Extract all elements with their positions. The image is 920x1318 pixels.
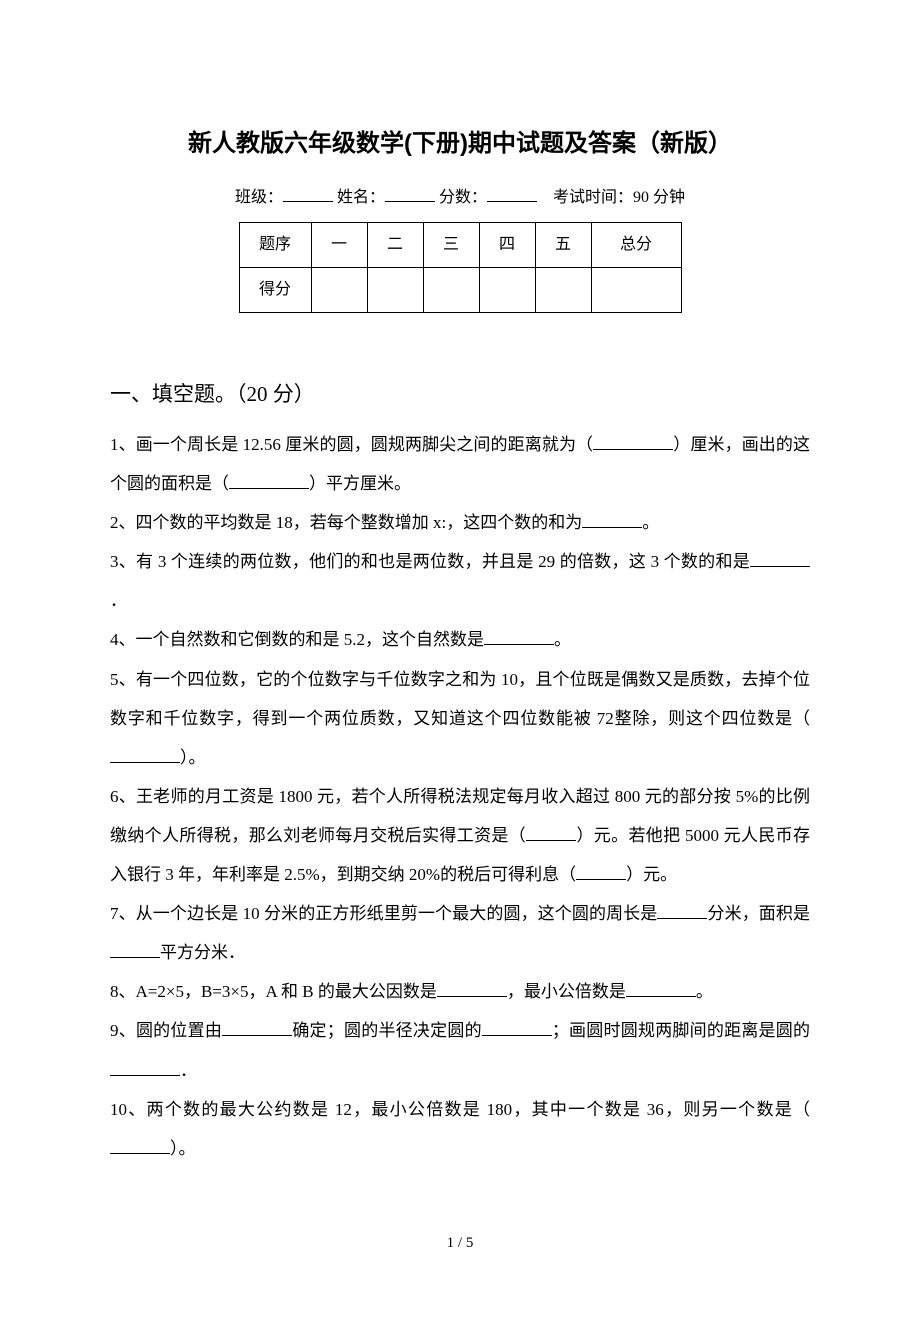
answer-blank bbox=[576, 863, 626, 880]
question-5: 5、有一个四位数，它的个位数字与千位数字之和为 10，且个位既是偶数又是质数，去… bbox=[110, 660, 810, 777]
question-text: 1、画一个周长是 12.56 厘米的圆，圆规两脚尖之间的距离就为（ bbox=[110, 435, 593, 454]
answer-blank bbox=[437, 980, 507, 997]
question-text: 分米，面积是 bbox=[707, 904, 810, 923]
table-row: 得分 bbox=[239, 268, 681, 313]
question-text: 。 bbox=[642, 513, 659, 532]
answer-blank bbox=[484, 628, 554, 645]
question-text: 10、两个数的最大公约数是 12，最小公倍数是 180，其中一个数是 36，则另… bbox=[110, 1100, 810, 1119]
table-cell bbox=[591, 268, 681, 313]
answer-blank bbox=[657, 902, 707, 919]
answer-blank bbox=[482, 1019, 552, 1036]
question-text: ，最小公倍数是 bbox=[507, 982, 626, 1001]
answer-blank bbox=[110, 1137, 170, 1154]
table-row: 题序 一 二 三 四 五 总分 bbox=[239, 223, 681, 268]
score-blank bbox=[487, 186, 537, 202]
question-3: 3、有 3 个连续的两位数，他们的和也是两位数，并且是 29 的倍数，这 3 个… bbox=[110, 542, 810, 620]
table-cell: 三 bbox=[423, 223, 479, 268]
question-text: ）元。 bbox=[626, 865, 677, 884]
score-table: 题序 一 二 三 四 五 总分 得分 bbox=[239, 222, 682, 313]
question-text: ）。 bbox=[180, 748, 206, 767]
question-text: ）。 bbox=[170, 1139, 196, 1158]
table-cell bbox=[367, 268, 423, 313]
question-text: 8、A=2×5，B=3×5，A 和 B 的最大公因数是 bbox=[110, 982, 437, 1001]
question-text: 确定；圆的半径决定圆的 bbox=[292, 1021, 482, 1040]
question-text: 。 bbox=[554, 630, 571, 649]
question-10: 10、两个数的最大公约数是 12，最小公倍数是 180，其中一个数是 36，则另… bbox=[110, 1090, 810, 1168]
question-text: 7、从一个边长是 10 分米的正方形纸里剪一个最大的圆，这个圆的周长是 bbox=[110, 904, 657, 923]
answer-blank bbox=[110, 1059, 180, 1076]
question-text: 3、有 3 个连续的两位数，他们的和也是两位数，并且是 29 的倍数，这 3 个… bbox=[110, 552, 750, 571]
table-cell: 五 bbox=[535, 223, 591, 268]
answer-blank bbox=[626, 980, 696, 997]
question-4: 4、一个自然数和它倒数的和是 5.2，这个自然数是 。 bbox=[110, 620, 810, 659]
table-cell: 题序 bbox=[239, 223, 311, 268]
question-8: 8、A=2×5，B=3×5，A 和 B 的最大公因数是 ，最小公倍数是 。 bbox=[110, 972, 810, 1011]
class-label: 班级： bbox=[235, 189, 283, 206]
question-text: 4、一个自然数和它倒数的和是 5.2，这个自然数是 bbox=[110, 630, 484, 649]
page-number: 1 / 5 bbox=[110, 1228, 810, 1258]
answer-blank bbox=[110, 941, 160, 958]
page-title: 新人教版六年级数学(下册)期中试题及答案（新版） bbox=[110, 120, 810, 168]
question-9: 9、圆的位置由 确定；圆的半径决定圆的 ；画圆时圆规两脚间的距离是圆的 ． bbox=[110, 1011, 810, 1089]
question-text: 平方分米． bbox=[160, 943, 245, 962]
answer-blank bbox=[526, 824, 576, 841]
answer-blank bbox=[229, 472, 309, 489]
question-text: 5、有一个四位数，它的个位数字与千位数字之和为 10，且个位既是偶数又是质数，去… bbox=[110, 670, 810, 728]
table-cell bbox=[479, 268, 535, 313]
question-7: 7、从一个边长是 10 分米的正方形纸里剪一个最大的圆，这个圆的周长是 分米，面积… bbox=[110, 894, 810, 972]
question-1: 1、画一个周长是 12.56 厘米的圆，圆规两脚尖之间的距离就为（）厘米，画出的… bbox=[110, 425, 810, 503]
question-text: 2、四个数的平均数是 18，若每个整数增加 x:，这四个数的和为 bbox=[110, 513, 582, 532]
answer-blank bbox=[593, 433, 673, 450]
question-2: 2、四个数的平均数是 18，若每个整数增加 x:，这四个数的和为 。 bbox=[110, 503, 810, 542]
table-cell: 得分 bbox=[239, 268, 311, 313]
section-heading: 一、填空题。（20 分） bbox=[110, 373, 810, 415]
question-text: 。 bbox=[696, 982, 713, 1001]
table-cell bbox=[311, 268, 367, 313]
exam-time-label: 考试时间：90 分钟 bbox=[553, 189, 685, 206]
question-text: ；画圆时圆规两脚间的距离是圆的 bbox=[552, 1021, 810, 1040]
score-label: 分数： bbox=[439, 189, 487, 206]
table-cell bbox=[423, 268, 479, 313]
answer-blank bbox=[582, 511, 642, 528]
answer-blank bbox=[222, 1019, 292, 1036]
table-cell bbox=[535, 268, 591, 313]
answer-blank bbox=[750, 550, 810, 567]
table-cell: 总分 bbox=[591, 223, 681, 268]
question-text: ． bbox=[110, 591, 127, 610]
question-text: 9、圆的位置由 bbox=[110, 1021, 222, 1040]
table-cell: 一 bbox=[311, 223, 367, 268]
name-blank bbox=[385, 186, 435, 202]
answer-blank bbox=[110, 746, 180, 763]
question-text: ）平方厘米。 bbox=[309, 474, 411, 493]
exam-header-line: 班级： 姓名： 分数： 考试时间：90 分钟 bbox=[110, 182, 810, 214]
question-6: 6、王老师的月工资是 1800 元，若个人所得税法规定每月收入超过 800 元的… bbox=[110, 777, 810, 894]
table-cell: 二 bbox=[367, 223, 423, 268]
name-label: 姓名： bbox=[337, 189, 385, 206]
class-blank bbox=[283, 186, 333, 202]
table-cell: 四 bbox=[479, 223, 535, 268]
question-text: ． bbox=[180, 1061, 197, 1080]
